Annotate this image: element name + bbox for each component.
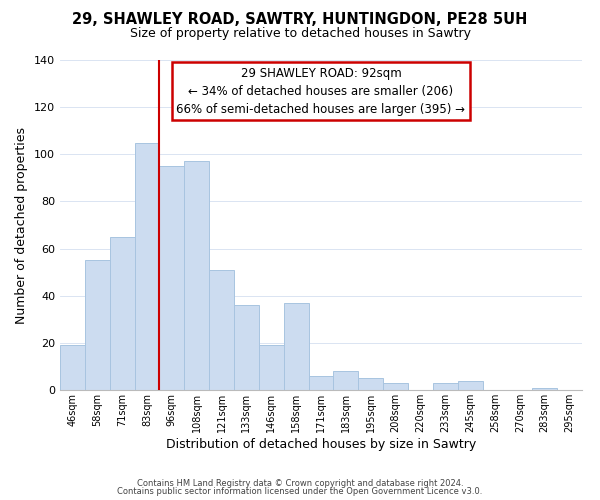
Bar <box>308 376 334 390</box>
Bar <box>334 371 358 390</box>
Bar <box>284 303 308 390</box>
Bar <box>383 383 408 390</box>
Bar <box>184 162 209 390</box>
Bar <box>134 142 160 390</box>
X-axis label: Distribution of detached houses by size in Sawtry: Distribution of detached houses by size … <box>166 438 476 450</box>
Text: 29 SHAWLEY ROAD: 92sqm
← 34% of detached houses are smaller (206)
66% of semi-de: 29 SHAWLEY ROAD: 92sqm ← 34% of detached… <box>176 66 466 116</box>
Y-axis label: Number of detached properties: Number of detached properties <box>16 126 28 324</box>
Text: Contains HM Land Registry data © Crown copyright and database right 2024.: Contains HM Land Registry data © Crown c… <box>137 478 463 488</box>
Bar <box>532 388 557 390</box>
Bar <box>259 345 284 390</box>
Bar <box>433 383 458 390</box>
Bar <box>234 305 259 390</box>
Bar <box>209 270 234 390</box>
Bar <box>358 378 383 390</box>
Bar <box>60 345 85 390</box>
Text: Size of property relative to detached houses in Sawtry: Size of property relative to detached ho… <box>130 28 470 40</box>
Text: 29, SHAWLEY ROAD, SAWTRY, HUNTINGDON, PE28 5UH: 29, SHAWLEY ROAD, SAWTRY, HUNTINGDON, PE… <box>73 12 527 28</box>
Bar <box>110 237 134 390</box>
Bar <box>160 166 184 390</box>
Bar <box>458 380 482 390</box>
Bar <box>85 260 110 390</box>
Text: Contains public sector information licensed under the Open Government Licence v3: Contains public sector information licen… <box>118 487 482 496</box>
